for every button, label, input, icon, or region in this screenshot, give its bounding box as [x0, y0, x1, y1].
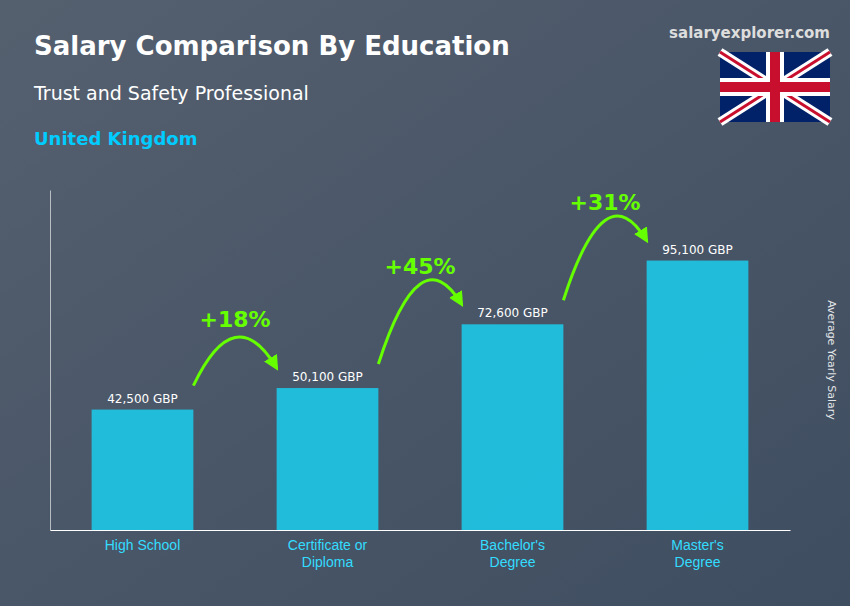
x-tick-label: Bachelor'sDegree: [480, 537, 545, 570]
flag-saltire-red: [720, 52, 830, 122]
bar: [277, 388, 379, 530]
flag-cross-red: [770, 52, 780, 122]
y-axis-label: Average Yearly Salary: [825, 300, 838, 420]
x-axis: High School Certificate orDiploma Bachelor…: [51, 530, 791, 570]
x-tick-label-line: Degree: [675, 554, 721, 570]
title: Salary Comparison By Education: [34, 31, 510, 61]
y-axis: [50, 191, 51, 531]
x-tick: High School: [105, 530, 181, 553]
flag-saltire-red: [720, 52, 830, 122]
chart-svg: Salary Comparison By Education Trust and …: [0, 0, 850, 606]
bar: [462, 324, 564, 530]
change-arrow: [563, 216, 646, 300]
value-label: 72,600 GBP: [477, 306, 548, 320]
y-axis-line: [50, 191, 51, 531]
change-label: +31%: [569, 190, 640, 215]
value-label: 95,100 GBP: [662, 243, 733, 257]
x-tick: Master'sDegree: [671, 530, 723, 570]
x-tick-label: Certificate orDiploma: [288, 537, 368, 570]
background: [0, 0, 850, 606]
change-label: +45%: [384, 254, 455, 279]
flag-saltire: [720, 52, 830, 122]
x-tick-label-line: Diploma: [302, 554, 354, 570]
change-arrow: [193, 337, 276, 386]
plot: High School Certificate orDiploma Bachelor…: [51, 190, 791, 569]
x-tick-label-line: Bachelor's: [480, 537, 545, 553]
bar: [92, 410, 194, 530]
value-label: 42,500 GBP: [107, 392, 178, 406]
bars: [92, 261, 749, 530]
flag: [720, 52, 830, 122]
x-tick-label-line: High School: [105, 537, 181, 553]
x-tick: Bachelor'sDegree: [480, 530, 545, 570]
site-name: salaryexplorer.com: [669, 24, 830, 42]
flag-field: [720, 52, 830, 122]
x-tick-label: Master'sDegree: [671, 537, 723, 570]
x-axis-line: [51, 530, 791, 531]
change-arrow: [378, 280, 461, 364]
change-label: +18%: [199, 307, 270, 332]
value-labels: 42,500 GBP 50,100 GBP 72,600 GBP 95,100 GBP: [107, 243, 733, 406]
x-tick-label-line: Master's: [671, 537, 723, 553]
country: United Kingdom: [34, 128, 197, 149]
bar: [647, 261, 749, 530]
x-tick: Certificate orDiploma: [288, 530, 368, 570]
flag-saltire: [720, 52, 830, 122]
x-tick-label: High School: [105, 537, 181, 553]
value-label: 50,100 GBP: [292, 370, 363, 384]
subtitle: Trust and Safety Professional: [33, 82, 309, 104]
change-annotations: +18% +45% +31%: [193, 190, 646, 385]
x-tick-label-line: Degree: [490, 554, 536, 570]
x-tick-label-line: Certificate or: [288, 537, 368, 553]
